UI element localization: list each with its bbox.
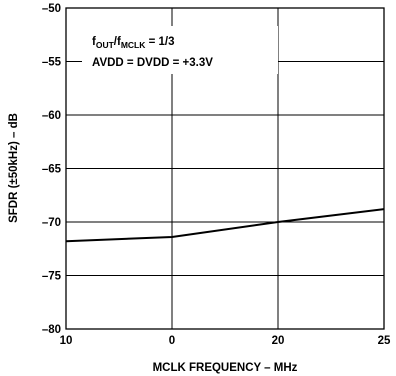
y-tick-label: –50 (42, 3, 61, 15)
y-tick-label: –75 (42, 271, 62, 283)
x-tick-labels: 10 0 20 25 (60, 335, 391, 347)
y-tick-label: –80 (42, 324, 61, 336)
y-tick-label: –55 (42, 57, 62, 69)
annotation-supply: AVDD = DVDD = +3.3V (92, 57, 213, 69)
annotation-box (82, 26, 278, 74)
x-tick-label: 25 (378, 335, 391, 347)
series-group (65, 208, 385, 243)
series-line (65, 208, 385, 243)
y-tick-labels: –50 –55 –60 –65 –70 –75 –80 (42, 3, 62, 336)
x-tick-label: 20 (272, 335, 285, 347)
annotation-ratio: fOUT/fMCLK = 1/3 (92, 36, 174, 50)
y-tick-label: –65 (42, 164, 62, 176)
y-tick-label: –60 (42, 110, 61, 122)
y-tick-label: –70 (42, 217, 61, 229)
x-tick-label: 0 (169, 335, 175, 347)
x-axis-title: MCLK FREQUENCY – MHz (153, 362, 298, 374)
x-tick-label: 10 (60, 335, 73, 347)
y-axis-title: SFDR (±50kHz) – dB (8, 113, 20, 223)
